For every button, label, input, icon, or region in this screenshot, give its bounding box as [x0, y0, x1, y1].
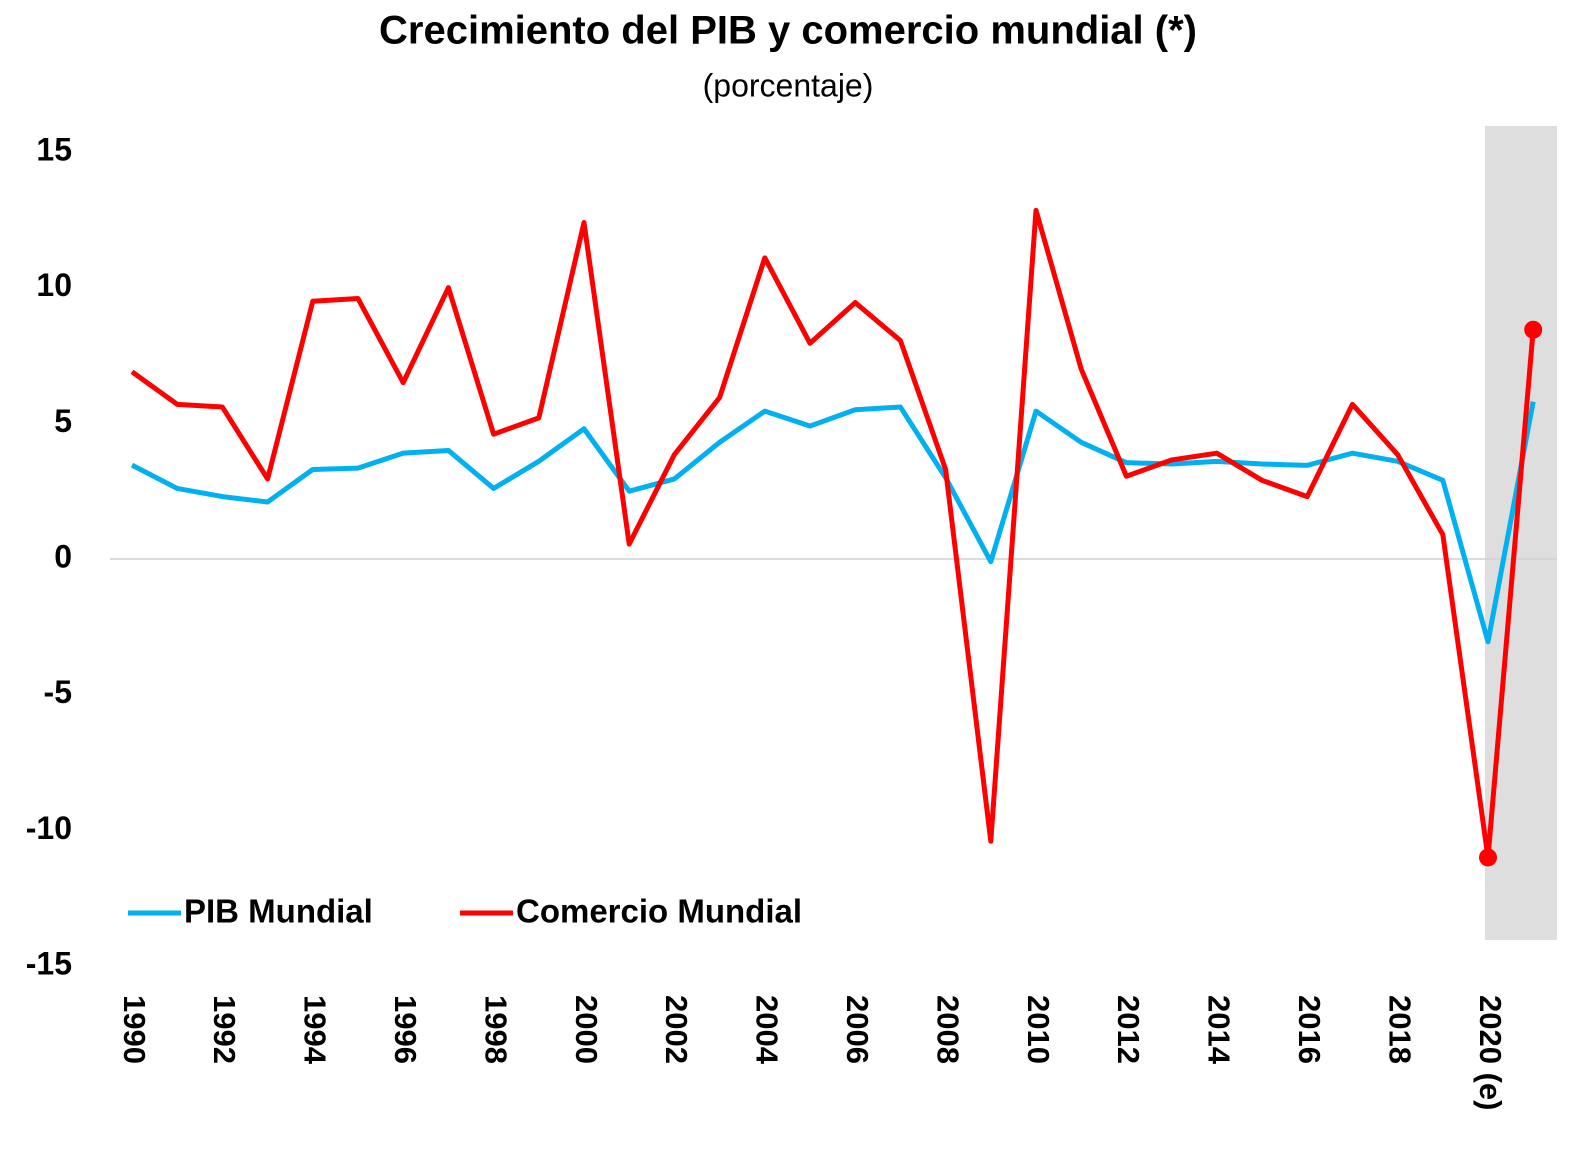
y-tick-label: -10	[26, 810, 72, 846]
x-tick-label: 1994	[298, 995, 333, 1065]
y-tick-label: 10	[36, 267, 72, 303]
legend-label: Comercio Mundial	[516, 893, 802, 930]
y-tick-label: -5	[44, 674, 72, 710]
series-line	[130, 207, 1536, 860]
x-tick-label: 2012	[1111, 995, 1146, 1064]
chart-title: Crecimiento del PIB y comercio mundial (…	[379, 9, 1197, 53]
x-tick-label: 2010	[1021, 995, 1056, 1064]
y-tick-label: -15	[26, 945, 72, 981]
y-tick-label: 0	[54, 538, 72, 574]
chart-subtitle: (porcentaje)	[703, 67, 874, 103]
x-tick-label: 1992	[207, 995, 242, 1064]
x-tick-label: 2002	[659, 995, 694, 1064]
y-tick-label: 5	[54, 403, 72, 439]
x-tick-label: 1996	[388, 995, 423, 1064]
legend-label: PIB Mundial	[184, 893, 373, 930]
point-marker	[1524, 320, 1543, 339]
y-tick-label: 15	[36, 131, 72, 167]
x-tick-label: 2016	[1292, 995, 1327, 1064]
x-tick-label: 2014	[1202, 995, 1237, 1065]
x-tick-label: 2018	[1382, 995, 1417, 1064]
x-tick-label: 2020 (e)	[1473, 995, 1508, 1110]
x-tick-label: 2004	[750, 995, 785, 1065]
x-tick-label: 1998	[478, 995, 513, 1064]
x-tick-label: 2008	[930, 995, 965, 1064]
x-tick-label: 1990	[117, 995, 152, 1064]
point-marker	[1479, 848, 1497, 867]
estimate-shade	[1485, 126, 1557, 940]
x-tick-label: 2006	[840, 995, 875, 1064]
series-line	[130, 401, 1536, 645]
x-tick-label: 2000	[569, 995, 604, 1064]
